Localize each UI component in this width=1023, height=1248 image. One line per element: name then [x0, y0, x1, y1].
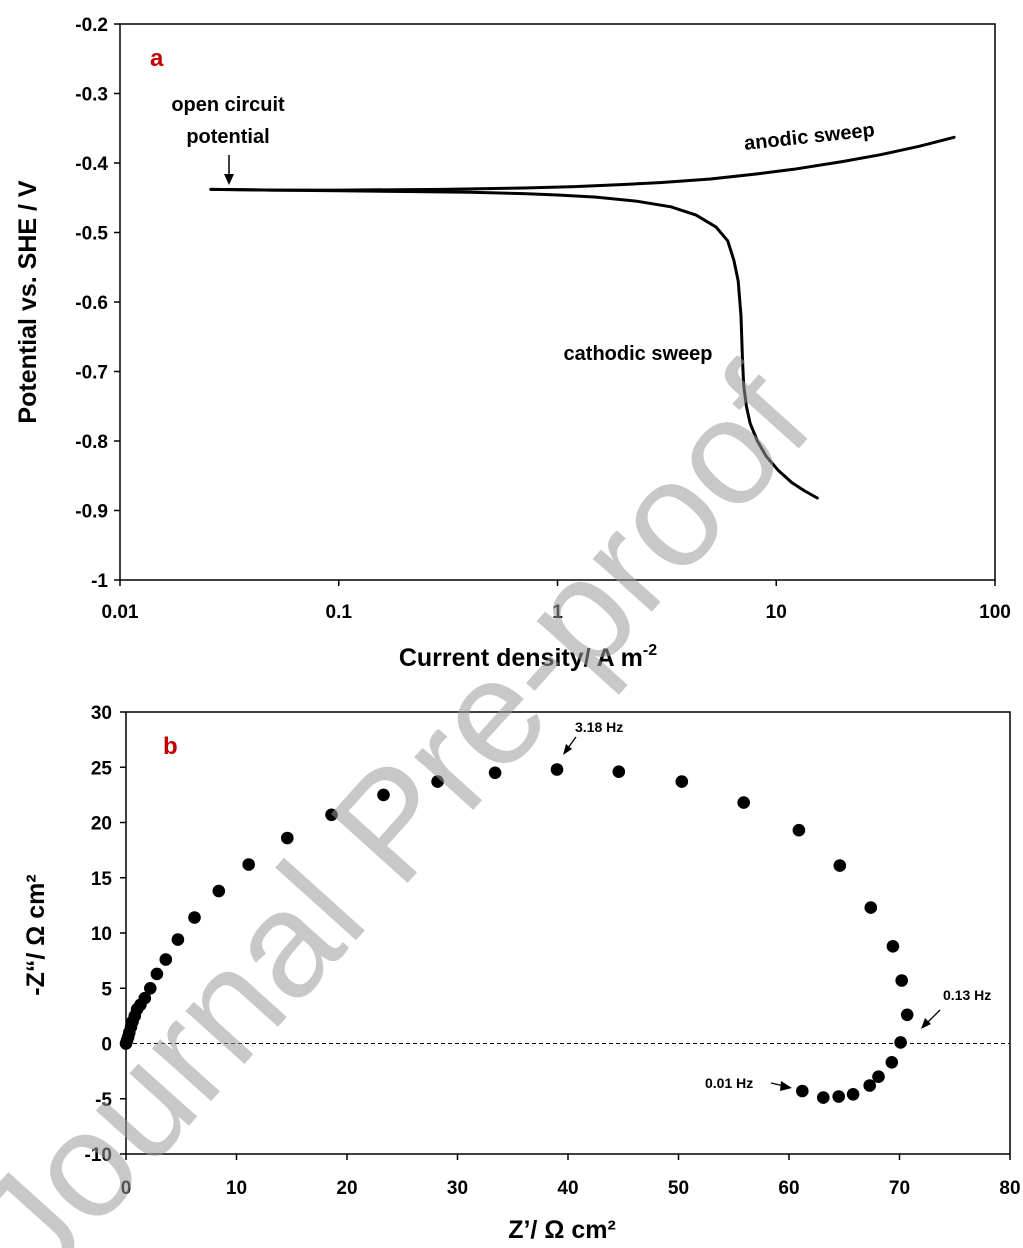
impedance-point [900, 1008, 914, 1022]
chart-b-x-tick-label: 30 [447, 1178, 468, 1199]
impedance-point [895, 974, 908, 987]
impedance-point [377, 788, 390, 802]
chart-b-x-tick-label: 10 [226, 1178, 247, 1199]
impedance-point [144, 982, 157, 995]
chart-a-x-tick-label: 0.1 [326, 602, 353, 623]
chart-b-y-tick-label: 5 [101, 979, 112, 1000]
chart-b-y-tick-label: 0 [101, 1035, 112, 1056]
chart-a-y-tick-label: -0.2 [75, 15, 108, 36]
chart-a-x-label: Current density/ A m-2 [399, 642, 657, 672]
cathodic-sweep-label: cathodic sweep [564, 343, 713, 365]
impedance-point [885, 1056, 899, 1069]
annotation-0-01-hz-arrowhead [780, 1081, 792, 1091]
impedance-point [242, 858, 255, 871]
impedance-point [138, 991, 152, 1005]
open-circuit-arrowhead [224, 174, 234, 185]
chart-b-y-tick-label: 25 [91, 758, 113, 779]
chart-b-x-tick-label: 20 [336, 1178, 357, 1199]
chart-b-y-axis: -10 -5 0 5 10 15 20 25 30 [85, 703, 126, 1166]
annotation-3-18-hz: 3.18 Hz [575, 719, 623, 735]
impedance-point [159, 953, 173, 966]
impedance-point [817, 1091, 830, 1104]
impedance-point [675, 775, 689, 788]
chart-b-y-tick-label: -5 [95, 1090, 112, 1111]
chart-a: -0.2-0.3-0.4-0.5-0.6-0.7-0.8-0.9-1 0.01 0… [14, 15, 1011, 672]
chart-b-x-tick-label: 0 [121, 1178, 132, 1199]
chart-a-x-tick-label: 100 [979, 602, 1011, 623]
impedance-point [612, 765, 626, 778]
chart-a-y-axis: -0.2 -0.3 -0.4 -0.5 -0.6 -0.7 -0.8 -0.9 -1 [75, 15, 120, 592]
cathodic-sweep-line [209, 187, 819, 500]
chart-b-y-tick-label: 10 [91, 924, 112, 945]
impedance-point [846, 1088, 860, 1101]
chart-b-x-axis: 0 10 20 30 40 50 60 70 80 [121, 1154, 1021, 1199]
chart-b-points [119, 763, 914, 1104]
anodic-sweep-line [209, 135, 956, 192]
impedance-point [325, 808, 338, 822]
impedance-point [431, 775, 444, 788]
chart-a-y-tick-label: -0.6 [75, 293, 108, 314]
chart-a-x-label-superscript: -2 [643, 642, 657, 659]
impedance-point [737, 796, 750, 809]
chart-a-panel-label: a [150, 45, 164, 72]
chart-a-y-tick-label: -0.8 [75, 432, 108, 453]
annotation-3-18-hz-arrowhead [563, 744, 572, 755]
chart-b-x-label: Z’/ Ω cm² [508, 1216, 616, 1244]
chart-b-y-tick-label: 30 [91, 703, 112, 724]
annotation-0-13-hz-arrowhead [921, 1018, 931, 1029]
chart-b-x-tick-label: 80 [999, 1178, 1020, 1199]
annotation-0-01-hz: 0.01 Hz [705, 1075, 753, 1091]
chart-a-y-label: Potential vs. SHE / V [14, 180, 42, 423]
impedance-point [188, 911, 201, 924]
chart-b-x-tick-label: 40 [557, 1178, 578, 1199]
impedance-point [281, 831, 294, 845]
impedance-point [171, 933, 185, 946]
chart-a-x-axis: 0.01 0.1 1 10 100 [102, 580, 1011, 623]
chart-b-x-tick-label: 60 [778, 1178, 799, 1199]
impedance-point [872, 1070, 885, 1083]
impedance-point [894, 1036, 907, 1049]
impedance-point [212, 884, 226, 898]
chart-a-series [209, 135, 956, 500]
impedance-point [796, 1084, 809, 1098]
chart-b-x-tick-label: 50 [668, 1178, 689, 1199]
open-circuit-annotation-line-1: open circuit [171, 94, 285, 116]
chart-a-y-tick-label: -0.4 [75, 154, 108, 175]
impedance-point [832, 1090, 845, 1103]
impedance-point [833, 859, 847, 872]
annotation-3-18-hz-arrow [567, 736, 577, 749]
impedance-point [550, 763, 564, 776]
chart-a-x-label-main: Current density/ A m [399, 644, 643, 672]
impedance-point [150, 967, 164, 981]
chart-a-x-tick-label: 1 [552, 602, 563, 623]
chart-a-y-tick-label: -0.3 [75, 85, 108, 106]
chart-b-y-label: -Z“/ Ω cm² [22, 874, 50, 995]
impedance-point [488, 766, 502, 780]
chart-a-y-tick-label: -0.9 [75, 502, 108, 523]
impedance-point [792, 823, 806, 837]
chart-b-panel-label: b [163, 733, 178, 760]
impedance-point [886, 940, 900, 953]
chart-a-y-tick-label: -1 [91, 571, 108, 592]
anodic-sweep-label: anodic sweep [743, 119, 876, 155]
impedance-point [864, 901, 878, 914]
chart-b-x-tick-label: 70 [889, 1178, 910, 1199]
chart-a-y-tick-label: -0.7 [75, 363, 108, 384]
chart-b: -10 -5 0 5 10 15 20 25 30 0 10 20 30 40 50 60 70 80 b 3.… [22, 703, 1021, 1244]
annotation-0-13-hz: 0.13 Hz [943, 987, 991, 1003]
chart-a-x-tick-label: 10 [766, 602, 787, 623]
annotation-0-13-hz-arrow [927, 1009, 941, 1023]
chart-b-y-tick-label: -10 [85, 1145, 112, 1166]
chart-a-y-tick-label: -0.5 [75, 224, 108, 245]
open-circuit-annotation-line-2: potential [186, 126, 269, 148]
chart-a-x-tick-label: 0.01 [102, 602, 139, 623]
chart-b-y-tick-label: 20 [91, 814, 112, 835]
chart-b-y-tick-label: 15 [91, 869, 113, 890]
impedance-point [863, 1079, 876, 1092]
